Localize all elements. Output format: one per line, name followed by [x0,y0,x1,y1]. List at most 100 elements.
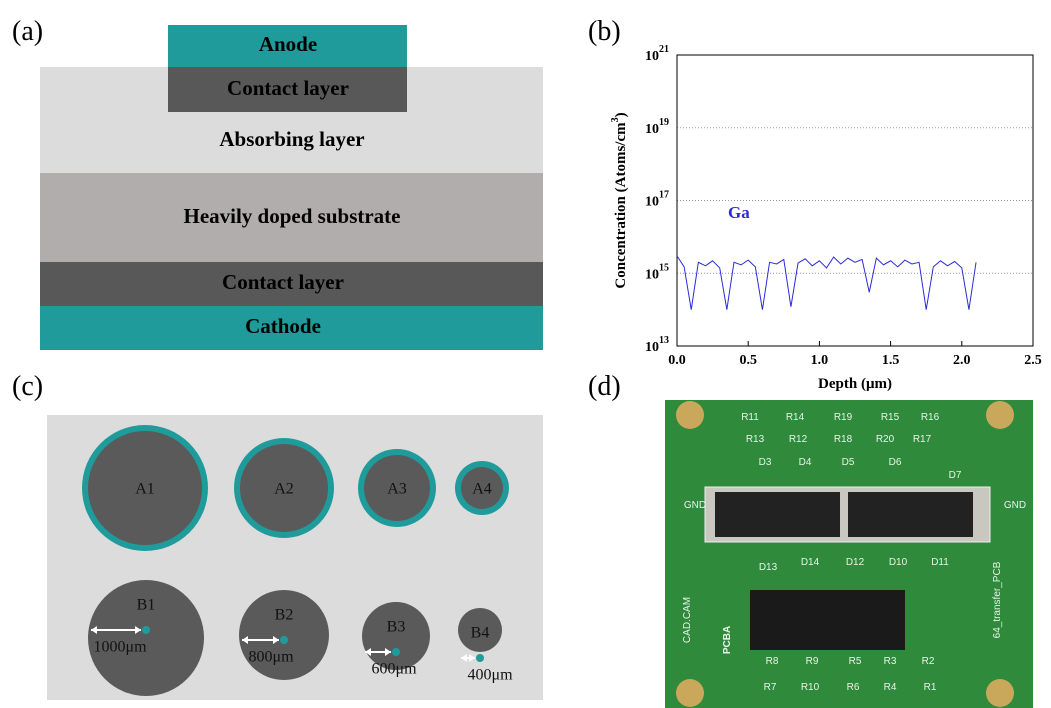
center-dot [392,648,400,656]
pad [88,431,202,545]
pcb-label: R12 [789,434,808,445]
circle-label: B4 [471,625,490,642]
substrate [40,173,543,262]
pcb-labels: R11 R14 R19 R15 R16 R13 R12 R18 R20 R17 D3 D4 D5 D6 D7… [682,412,1026,693]
label-sup: 3 [610,117,621,122]
x-tick-label: 0.0 [668,353,686,368]
pcb-label: R7 [764,682,777,693]
tick-base: 10 [645,49,659,64]
panel-label: (c) [12,371,43,402]
pad [461,467,503,509]
y-tick-label: 1017 [645,190,669,210]
y-tick-label: 1013 [645,335,669,355]
tick-exp: 21 [659,44,669,55]
pcb-label: R5 [849,656,862,667]
pcb-label: D14 [801,557,820,568]
pcb-label: R2 [922,656,935,667]
mount-hole [676,401,704,429]
pcb-brand: PCBA [722,626,733,654]
plot-frame [676,54,1034,347]
series-line [676,255,977,310]
center-dot [476,654,484,662]
pcb-label: D5 [842,457,855,468]
pcb-label: D10 [889,557,908,568]
y-tick-label: 1019 [645,117,669,137]
layer-label: Heavily doped substrate [183,204,400,228]
pcb-label: D11 [931,557,949,568]
circle-label: B1 [137,597,156,614]
panel-label: (d) [588,371,621,402]
panel-label: (b) [588,16,621,47]
circle-label: B3 [387,619,406,636]
pcb-label: R3 [884,656,897,667]
pcb-label: R19 [834,412,853,423]
x-tick-label: 0.5 [739,353,757,368]
pcb-label: R16 [921,412,940,423]
size-label: 1000μm [93,639,147,656]
pcb-label: R11 [741,412,759,423]
pad [240,444,328,532]
layer-label: Contact layer [227,76,349,100]
tick-base: 10 [645,340,659,355]
pcb-label: D6 [889,457,902,468]
contact-layer [40,262,543,306]
contact-layer [168,67,407,112]
panel-label: (a) [12,16,43,47]
y-tick-label: 1021 [645,44,669,64]
y-axis-label: Concentration (Atoms/cm3) [610,112,629,288]
arrow-head [461,654,475,662]
anode [168,25,407,67]
tick-base: 10 [645,122,659,137]
window-slot [848,492,973,537]
layer-label: Absorbing layer [219,127,364,151]
pcb-label: R18 [834,434,853,445]
layer-label: Anode [259,32,317,56]
size-label: 800μm [248,649,294,666]
x-tick-label: 2.0 [953,353,971,368]
x-axis-label: Depth (μm) [818,376,892,392]
label-end: ) [613,112,629,117]
pcb-label: R17 [913,434,932,445]
pcb-label: R15 [881,412,900,423]
mount-hole [986,401,1014,429]
tick-exp: 17 [659,190,669,201]
circle-label: A4 [472,481,492,498]
arrow-head [365,648,391,656]
pcb-cad: CAD.CAM [682,597,693,643]
layer-label: Contact layer [222,270,344,294]
pcb-label: R10 [801,682,820,693]
pcb-label: R20 [876,434,895,445]
tick-base: 10 [645,267,659,282]
pcb-label: R9 [806,656,819,667]
circle-label: A1 [135,481,155,498]
pad [239,590,329,680]
circle-label: B2 [275,607,294,624]
tick-exp: 13 [659,335,669,346]
center-dot [280,636,288,644]
pcb-label: D3 [759,457,772,468]
tick-exp: 19 [659,117,669,128]
pcb-label: D7 [949,470,962,481]
pcb-label: GND [1004,500,1026,511]
size-label: 400μm [467,667,513,684]
circle-label: A2 [274,481,294,498]
tick-base: 10 [645,195,659,210]
mount-hole [676,679,704,707]
pcb-label: R1 [924,682,937,693]
layer-label: Cathode [245,314,321,338]
pcb-photo [665,400,1033,708]
label-text: Concentration (Atoms/cm [613,122,629,289]
arrow-head [91,626,141,634]
circle-label: A3 [387,481,407,498]
pad [88,580,204,696]
tick-exp: 15 [659,262,669,273]
pcb-label: D4 [799,457,812,468]
pad [458,608,502,652]
pcb-label: R6 [847,682,860,693]
center-dot [142,626,150,634]
x-tick-label: 2.5 [1024,353,1042,368]
pcb-label: R4 [884,682,897,693]
pcb-label: R13 [746,434,765,445]
